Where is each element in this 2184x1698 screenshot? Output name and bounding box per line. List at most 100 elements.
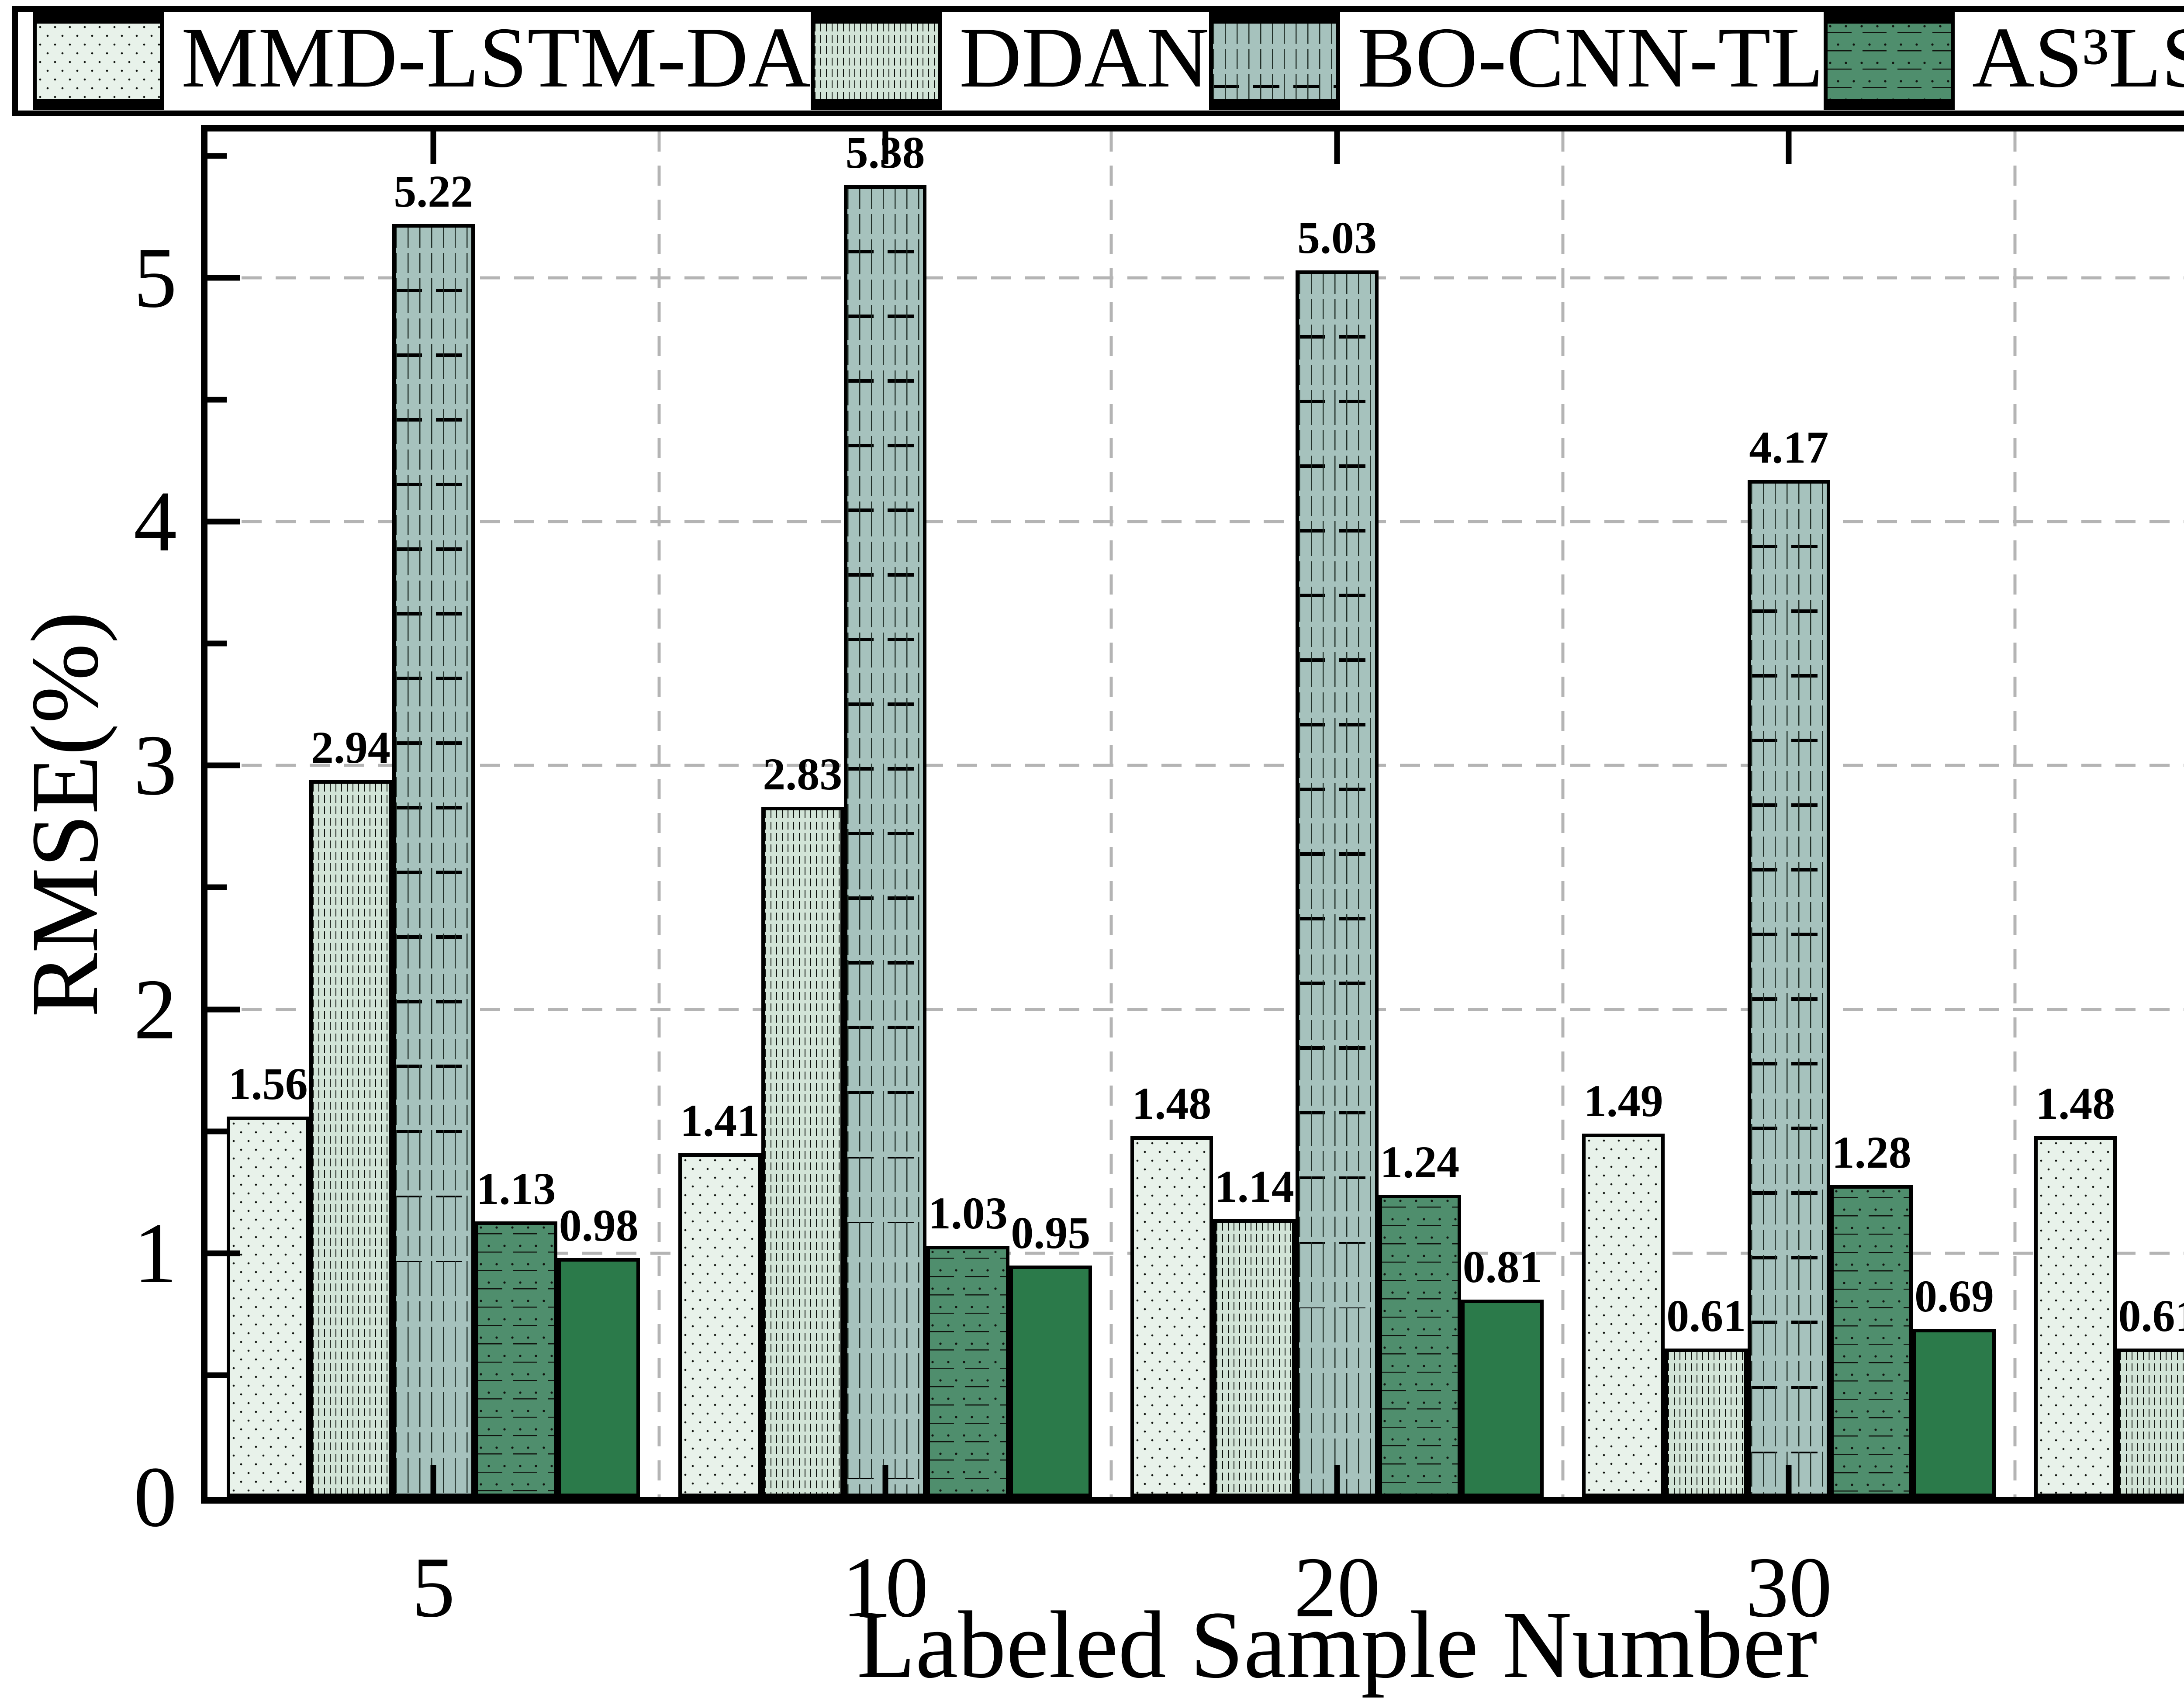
bar	[1296, 270, 1379, 1497]
x-tick	[430, 1465, 436, 1497]
bar-column: 0.95	[1009, 131, 1092, 1497]
bar-group: 1.41 2.835.381.030.95	[678, 130, 1092, 1497]
grid-line-v	[657, 131, 661, 1497]
bar-value-label: 1.48	[1132, 1078, 1212, 1129]
bar-value-label: 0.61	[2118, 1290, 2184, 1341]
grid-line-h	[207, 764, 2184, 767]
bar-column: 0.61	[2116, 131, 2184, 1497]
bar-value-label: 0.61	[1666, 1290, 1746, 1341]
bar	[1582, 1134, 1665, 1497]
bar-value-label: 1.03	[928, 1188, 1008, 1239]
bar	[392, 224, 475, 1497]
y-tick	[207, 1006, 240, 1013]
grid-line-v	[2013, 131, 2017, 1497]
bar	[1747, 480, 1831, 1497]
grid-line-h	[207, 520, 2184, 523]
bar-column: 1.13	[474, 131, 558, 1497]
x-tick-label: 30	[1745, 1539, 1832, 1635]
bar-column: 0.69	[1913, 131, 1996, 1497]
grid-line-v	[1109, 131, 1113, 1497]
bar-column: 1.48	[2034, 131, 2117, 1497]
bar	[474, 1221, 558, 1497]
legend-swatch	[811, 12, 942, 110]
y-tick-label: 5	[134, 229, 177, 325]
y-tick-label: 3	[134, 717, 177, 813]
bar	[2034, 1136, 2117, 1497]
bar-column: 0.61	[1665, 131, 1748, 1497]
y-tick	[207, 153, 227, 159]
bar-value-label: 1.24	[1380, 1137, 1460, 1187]
y-tick	[207, 762, 240, 768]
y-tick	[207, 1372, 227, 1378]
y-tick-label: 2	[134, 961, 177, 1057]
bar-column: 5.22	[392, 131, 475, 1497]
bar	[1830, 1185, 1913, 1497]
bar-value-label: 1.14	[1214, 1161, 1294, 1212]
bar-column: 0.81	[1461, 131, 1544, 1497]
x-tick	[430, 131, 436, 164]
bar	[226, 1117, 310, 1497]
x-tick	[1334, 131, 1340, 164]
bar-value-label: 5.22	[394, 166, 473, 217]
legend-swatch	[1209, 12, 1340, 110]
bar-value-label: 1.48	[2035, 1078, 2115, 1129]
y-tick-label: 1	[134, 1205, 177, 1301]
bar-value-label: 1.28	[1832, 1127, 1911, 1178]
grid-line-h	[207, 1008, 2184, 1011]
bar-column: 5.03	[1296, 131, 1379, 1497]
bar-column: 1.49	[1582, 131, 1665, 1497]
bar-value-label: 5.03	[1297, 213, 1377, 263]
bar	[1461, 1299, 1544, 1497]
x-axis-title: Labeled Sample Number	[857, 1591, 1818, 1698]
legend-swatch	[33, 12, 164, 110]
bar	[1213, 1219, 1296, 1497]
legend-item-4: AS³LSTM	[1823, 12, 2184, 110]
bar-column: 1.24	[1378, 131, 1461, 1497]
bar-column: 5.38	[843, 130, 927, 1497]
y-tick	[207, 884, 227, 890]
legend-item-2: DDAN	[811, 12, 1209, 110]
bar	[761, 807, 844, 1497]
bar	[309, 780, 392, 1497]
bar	[557, 1258, 640, 1497]
x-tick	[1334, 1465, 1340, 1497]
bar-group: 1.48 1.14 5.03 1.24 0.81	[1130, 131, 1544, 1497]
bar-value-label: 4.17	[1749, 422, 1829, 473]
bar-value-label: 0.95	[1011, 1207, 1091, 1258]
bar-column: 1.28	[1830, 131, 1913, 1497]
legend-item-1: MMD-LSTM-DA	[33, 12, 811, 110]
bar-column: 1.14	[1213, 131, 1296, 1497]
x-tick	[882, 131, 888, 164]
bar-group: 1.480.613.260.950.65	[2034, 131, 2184, 1497]
bar	[1130, 1136, 1213, 1497]
bar	[1009, 1265, 1092, 1497]
bar	[2116, 1348, 2184, 1497]
bar	[926, 1246, 1009, 1497]
bar-value-label: 0.81	[1462, 1242, 1542, 1292]
bar-value-label: 0.98	[559, 1200, 639, 1251]
legend-item-3: BO-CNN-TL	[1209, 12, 1824, 110]
legend-label: DDAN	[959, 10, 1209, 105]
bar-value-label: 1.56	[228, 1059, 308, 1110]
bar-column: 2.83	[761, 131, 844, 1497]
bar-column: 2.94	[309, 131, 392, 1497]
bar-value-label: 0.69	[1914, 1271, 1994, 1321]
bar-value-label: 1.49	[1583, 1076, 1663, 1127]
y-tick-label: 4	[134, 474, 177, 570]
bar-value-label: 2.94	[311, 722, 390, 773]
grid-line-h	[207, 276, 2184, 280]
bar	[1665, 1348, 1748, 1497]
x-tick	[882, 1465, 888, 1497]
bar-column: 1.48	[1130, 131, 1213, 1497]
x-tick-label: 10	[842, 1539, 929, 1635]
y-tick	[207, 1128, 227, 1134]
bar-column: 1.56	[226, 131, 310, 1497]
y-tick	[207, 275, 240, 281]
bar-value-label: 1.13	[476, 1164, 556, 1214]
y-tick	[207, 1250, 240, 1256]
y-tick-label: 0	[134, 1449, 177, 1545]
y-tick	[207, 640, 227, 647]
bar-value-label: 2.83	[763, 749, 843, 800]
bar	[843, 185, 927, 1497]
